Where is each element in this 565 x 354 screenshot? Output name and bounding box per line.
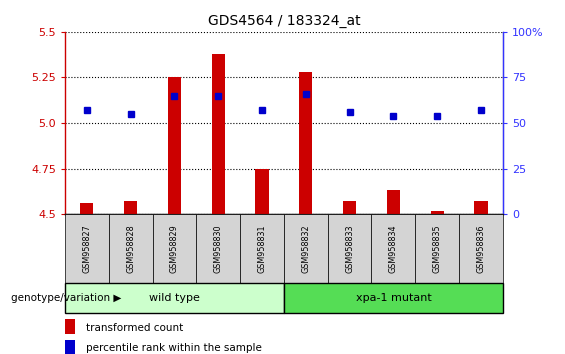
Bar [212,54,225,214]
Text: xpa-1 mutant: xpa-1 mutant [355,293,431,303]
Text: GSM958833: GSM958833 [345,224,354,273]
Bar [65,340,75,354]
Text: GSM958834: GSM958834 [389,224,398,273]
Bar [387,190,400,214]
Text: GSM958831: GSM958831 [258,224,267,273]
Bar [240,214,284,283]
Bar [415,214,459,283]
Text: GSM958832: GSM958832 [301,224,310,273]
Bar [475,201,488,214]
Text: GSM958830: GSM958830 [214,224,223,273]
Bar [255,169,268,214]
Bar [328,214,372,283]
Text: GSM958827: GSM958827 [82,224,92,273]
Text: GSM958828: GSM958828 [126,224,135,273]
Bar [343,201,356,214]
Bar [65,214,109,283]
Bar [65,283,284,313]
Bar [299,72,312,214]
Text: GSM958835: GSM958835 [433,224,442,273]
Bar [197,214,240,283]
Text: percentile rank within the sample: percentile rank within the sample [86,343,262,353]
Text: GSM958829: GSM958829 [170,224,179,273]
Bar [65,319,75,333]
Text: wild type: wild type [149,293,200,303]
Bar [431,211,444,214]
Bar [108,214,153,283]
Text: transformed count: transformed count [86,322,184,332]
Bar [124,201,137,214]
Bar [372,214,415,283]
Title: GDS4564 / 183324_at: GDS4564 / 183324_at [207,14,360,28]
Bar [284,283,503,313]
Text: GSM958836: GSM958836 [476,224,485,273]
Bar [284,214,328,283]
Bar [459,214,503,283]
Bar [153,214,197,283]
Bar [80,203,93,214]
Bar [168,78,181,214]
Text: genotype/variation ▶: genotype/variation ▶ [11,293,121,303]
